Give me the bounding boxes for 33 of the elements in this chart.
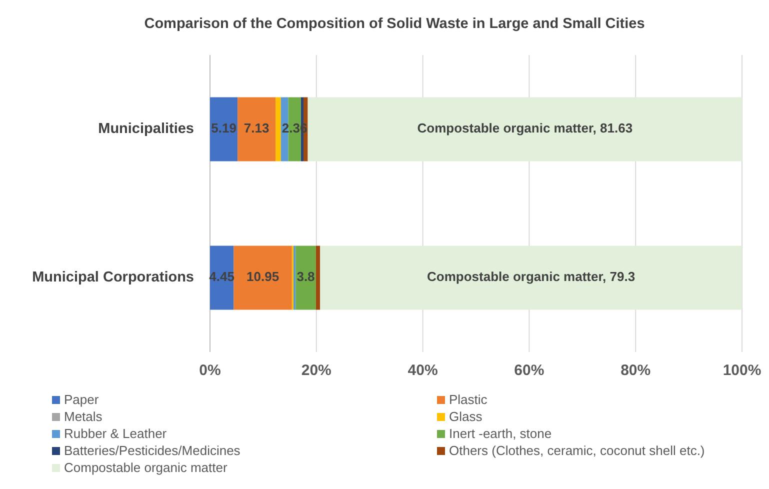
data-label: 2.36 xyxy=(282,120,308,136)
y-tick-label: Municipal Corporations xyxy=(32,270,194,286)
y-tick-label: Municipalities xyxy=(98,121,194,138)
bar xyxy=(234,246,292,310)
bar xyxy=(320,246,742,310)
legend-label: Others (Clothes, ceramic, coconut shell etc.) xyxy=(449,443,705,458)
legend-label: Rubber & Leather xyxy=(64,426,168,441)
legend-label: Compostable organic matter xyxy=(64,460,228,475)
data-label: Compostable organic matter, 79.3 xyxy=(427,269,636,284)
x-tick-label: 100% xyxy=(722,362,762,379)
legend-label: Metals xyxy=(64,409,103,424)
chart-title: Comparison of the Composition of Solid Waste in Large and Small Cities xyxy=(144,16,645,32)
data-label: 10.95 xyxy=(246,269,280,284)
x-tick-label: 0% xyxy=(199,362,221,379)
data-label: 3.8 xyxy=(296,269,315,284)
legend-label: Paper xyxy=(64,392,100,407)
x-tick-label: 40% xyxy=(408,362,438,379)
bar xyxy=(308,97,742,162)
data-label: 5.19 xyxy=(211,120,236,136)
x-tick-label: 20% xyxy=(301,362,332,379)
bar xyxy=(238,97,276,162)
bar xyxy=(210,97,238,162)
data-label: 7.13 xyxy=(244,120,270,136)
bar xyxy=(296,246,316,310)
legend-label: Glass xyxy=(449,409,483,424)
x-tick-label: 60% xyxy=(514,362,544,379)
legend-label: Batteries/Pesticides/Medicines xyxy=(64,443,241,458)
x-tick-label: 80% xyxy=(620,362,651,379)
legend-label: Plastic xyxy=(449,392,488,407)
legend-label: Inert -earth, stone xyxy=(449,426,552,441)
bar xyxy=(316,246,320,310)
bar xyxy=(276,97,281,162)
data-label: Compostable organic matter, 81.63 xyxy=(417,120,633,136)
